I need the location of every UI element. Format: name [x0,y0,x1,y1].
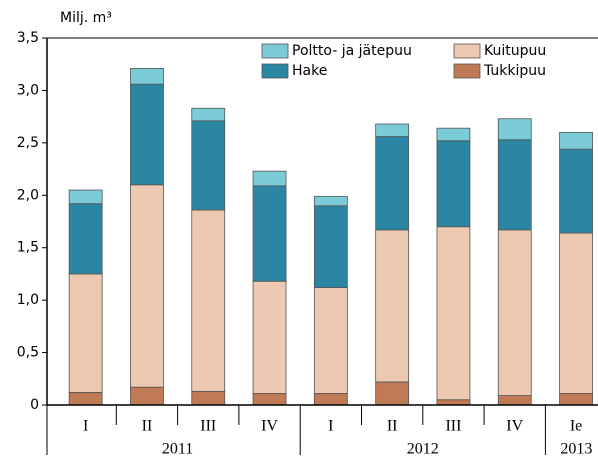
bar-segment [191,107,226,122]
legend-swatch [261,43,289,59]
x-tick-label: IV [261,418,278,435]
y-tick-label: 2,5 [17,135,39,151]
bar-segment [497,139,532,231]
y-tick-label: 3,5 [17,30,39,46]
bar-segment [252,185,287,282]
bar-segment [252,170,287,187]
y-tick-label: 2,0 [17,187,39,203]
legend-label: Poltto- ja jätepuu [292,43,412,59]
y-tick-label: 1,0 [17,292,39,308]
bar-segment [497,395,532,406]
bar-segment [130,184,164,388]
bar-segment [68,189,103,205]
x-group-label: 2013 [560,441,592,458]
bar-segment [375,381,410,406]
bar-segment [375,123,410,137]
x-tick-label: II [387,418,398,435]
bar-segment [436,140,471,228]
x-tick-label: IV [506,418,523,435]
x-tick-label: I [83,418,88,435]
legend-label: Hake [292,63,327,79]
bar-segment [252,393,287,406]
bar-segment [313,195,348,207]
bar-segment [130,386,164,406]
legend-swatch [261,63,289,79]
bar-segment [497,118,532,141]
bar-segment [497,229,532,396]
bar-segment [130,68,164,85]
bar-segment [375,136,410,231]
y-tick-label: 0 [30,397,39,413]
bar-segment [68,203,103,275]
bar-segment [375,229,410,383]
x-tick-label: Ie [570,418,582,435]
bar-segment [436,399,471,406]
x-tick-label: III [445,418,461,435]
bar-segment [436,226,471,401]
bar-segment [68,392,103,406]
bar-segment [559,232,593,394]
bar-segment [68,273,103,393]
x-tick-label: III [200,418,216,435]
x-tick-label: I [328,418,333,435]
bar-segment [559,131,593,150]
y-axis-label: Milj. m³ [60,10,112,26]
y-tick-label: 1,5 [17,240,39,256]
bar-segment [559,393,593,406]
legend-label: Tukkipuu [483,63,546,79]
x-group-label: 2012 [407,441,439,458]
bar-segment [191,209,226,392]
bar-segment [313,287,348,394]
bar-segment [191,120,226,211]
bar-segment [252,280,287,394]
bar-segment [313,393,348,406]
y-tick-label: 0,5 [17,345,39,361]
y-tick-label: 3,0 [17,82,39,98]
x-group-label: 2011 [162,441,193,458]
legend-swatch [453,43,481,59]
bar-segment [191,390,226,406]
x-tick-label: II [142,418,153,435]
legend-swatch [453,63,481,79]
bar-segment [130,83,164,186]
bar-segment [313,205,348,288]
bar-segment [559,148,593,234]
legend-label: Kuitupuu [484,43,546,59]
bar-segment [436,127,471,142]
